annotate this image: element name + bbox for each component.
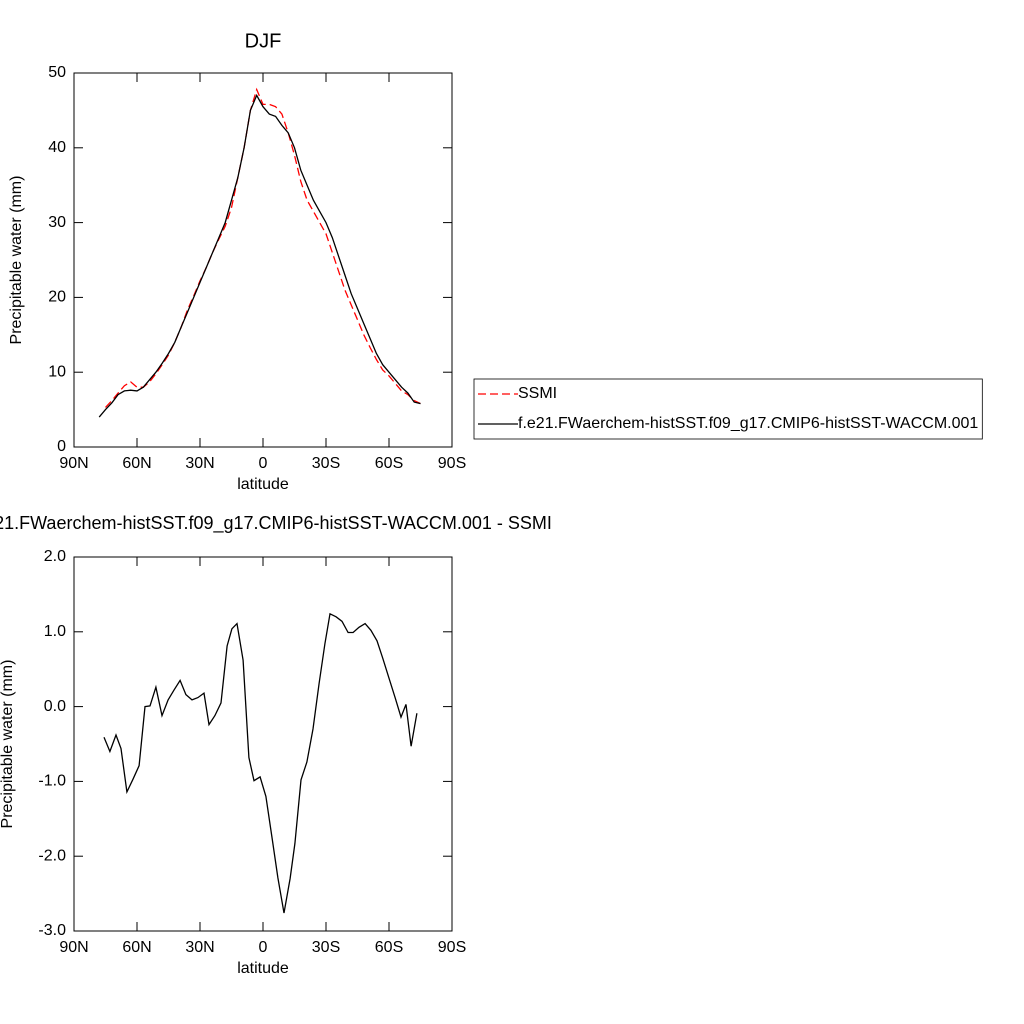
y-tick-label: 0 bbox=[57, 438, 66, 455]
x-tick-label: 0 bbox=[259, 939, 268, 956]
x-axis-label: latitude bbox=[237, 476, 289, 493]
y-axis-label: Precipitable water (mm) bbox=[8, 176, 25, 345]
y-tick-label: 20 bbox=[48, 289, 66, 306]
x-tick-label: 90N bbox=[59, 455, 88, 472]
y-tick-label: 10 bbox=[48, 363, 66, 380]
y-tick-label: 30 bbox=[48, 214, 66, 231]
x-tick-label: 30N bbox=[185, 455, 214, 472]
y-tick-label: 1.0 bbox=[44, 623, 66, 640]
data-line bbox=[105, 87, 421, 408]
x-tick-label: 60N bbox=[122, 939, 151, 956]
legend-label: f.e21.FWaerchem-histSST.f09_g17.CMIP6-hi… bbox=[518, 415, 978, 432]
legend-label: SSMI bbox=[518, 385, 557, 402]
chart-title: f.e21.FWaerchem-histSST.f09_g17.CMIP6-hi… bbox=[0, 513, 552, 534]
data-line bbox=[98, 93, 421, 418]
plot-frame bbox=[73, 556, 453, 932]
y-tick-label: 0.0 bbox=[44, 698, 66, 715]
x-tick-label: 90S bbox=[438, 939, 466, 956]
x-tick-label: 30S bbox=[312, 455, 340, 472]
legend-box bbox=[473, 378, 983, 440]
plot-frame bbox=[73, 72, 453, 448]
x-tick-label: 60N bbox=[122, 455, 151, 472]
x-axis-label: latitude bbox=[237, 960, 289, 977]
y-tick-label: -1.0 bbox=[38, 773, 66, 790]
x-tick-label: 30N bbox=[185, 939, 214, 956]
x-tick-label: 90S bbox=[438, 455, 466, 472]
x-tick-label: 90N bbox=[59, 939, 88, 956]
y-axis-label: Precipitable water (mm) bbox=[0, 660, 16, 829]
chart-title: DJF bbox=[245, 30, 282, 52]
x-tick-label: 60S bbox=[375, 455, 403, 472]
data-line bbox=[103, 612, 418, 914]
y-tick-label: -3.0 bbox=[38, 922, 66, 939]
y-tick-label: 40 bbox=[48, 139, 66, 156]
x-tick-label: 30S bbox=[312, 939, 340, 956]
y-tick-label: -2.0 bbox=[38, 847, 66, 864]
x-tick-label: 0 bbox=[259, 455, 268, 472]
x-tick-label: 60S bbox=[375, 939, 403, 956]
y-tick-label: 2.0 bbox=[44, 548, 66, 565]
y-tick-label: 50 bbox=[48, 64, 66, 81]
